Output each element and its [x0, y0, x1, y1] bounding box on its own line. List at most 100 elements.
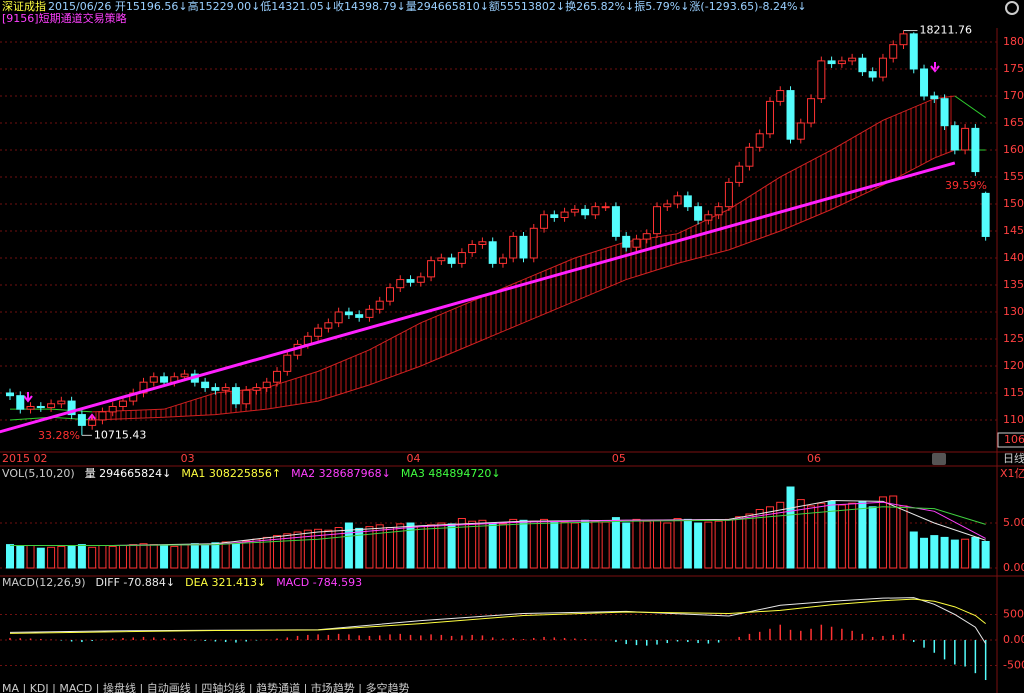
volume-bar	[550, 520, 559, 569]
volume-bar	[139, 543, 148, 569]
candle-body	[786, 90, 795, 140]
volume-bar	[724, 518, 733, 569]
settings-icon[interactable]	[1005, 1, 1019, 15]
candle-body	[540, 214, 549, 229]
candle-body	[139, 381, 148, 394]
candle-body	[632, 238, 641, 248]
candle-body	[673, 195, 682, 205]
volume-bar	[108, 545, 117, 569]
volume-bar	[909, 531, 918, 569]
indicator-tabs[interactable]: MA | KDJ | MACD | 操盘线 | 自动画线 | 四轴均线 | 趋势…	[2, 681, 410, 693]
candle-body	[447, 257, 456, 264]
y-tick-label: -500.0	[1003, 659, 1024, 672]
candle-body	[36, 405, 45, 409]
volume-bar	[683, 518, 692, 569]
candle-body	[47, 403, 56, 409]
candle-body	[683, 195, 692, 208]
candle-body	[385, 287, 394, 302]
x-tick-label: 2015 02	[2, 452, 48, 465]
legend-entry: MA1 308225856↑	[181, 467, 281, 480]
candle-body	[971, 127, 980, 173]
volume-bar	[611, 517, 620, 569]
candle-body	[601, 206, 610, 209]
channel-upper	[954, 95, 986, 118]
y-tick-label: 12500	[1003, 332, 1024, 345]
candle-body	[67, 400, 76, 416]
candle-body	[98, 411, 107, 421]
candle-body	[231, 387, 240, 405]
volume-bar	[190, 543, 199, 569]
candle-body	[201, 381, 210, 389]
volume-bar	[314, 528, 323, 569]
candle-body	[108, 405, 117, 413]
candle-body	[457, 252, 466, 264]
candle-body	[211, 387, 220, 391]
volume-bar	[632, 518, 641, 569]
volume-bar	[868, 506, 877, 569]
candle-body	[765, 100, 774, 135]
y-tick-label: 0.00	[1003, 633, 1024, 646]
volume-bar	[735, 516, 744, 569]
volume-bar	[899, 505, 908, 569]
candle-body	[283, 354, 292, 372]
volume-bar	[468, 520, 477, 569]
candle-body	[920, 68, 929, 97]
candle-body	[550, 214, 559, 218]
volume-bar	[26, 545, 35, 569]
volume-bar	[673, 518, 682, 569]
volume-bar	[160, 545, 169, 569]
volume-bar	[355, 527, 364, 569]
volume-bar	[324, 529, 333, 569]
candle-body	[180, 373, 189, 378]
x-tick-label: 04	[407, 452, 421, 465]
candle-body	[416, 276, 425, 283]
volume-bar	[714, 520, 723, 569]
candle-body	[519, 235, 528, 259]
y-tick-label: 17000	[1003, 89, 1024, 102]
volume-bar	[180, 544, 189, 569]
y-tick-label: 15000	[1003, 197, 1024, 210]
legend-entry: MA3 484894720↓	[401, 467, 501, 480]
volume-bar	[950, 539, 959, 569]
volume-bar	[807, 505, 816, 569]
volume-bar	[663, 522, 672, 569]
volume-bar	[406, 522, 415, 569]
volume-bar	[303, 529, 312, 569]
candle-body	[653, 206, 662, 235]
volume-bar	[817, 502, 826, 569]
candle-body	[324, 322, 333, 329]
y-tick-label: 18000	[1003, 35, 1024, 48]
volume-bar	[396, 523, 405, 569]
candle-body	[724, 181, 733, 208]
candle-body	[848, 57, 857, 62]
candle-body	[899, 33, 908, 46]
candle-body	[314, 327, 323, 337]
scroll-thumb[interactable]	[932, 453, 946, 465]
candle-body	[375, 300, 384, 310]
volume-bar	[694, 522, 703, 569]
candle-body	[273, 370, 282, 383]
volume-bar	[560, 521, 569, 569]
volume-bar	[77, 544, 86, 569]
volume-bar	[540, 518, 549, 569]
volume-bar	[971, 536, 980, 569]
candle-body	[488, 241, 497, 264]
x-tick-label: 05	[612, 452, 626, 465]
candle-body	[149, 376, 158, 383]
legend-entry: DEA 321.413↓	[185, 576, 266, 589]
candle-body	[909, 33, 918, 70]
volume-bar	[57, 545, 66, 569]
price-tag	[997, 432, 1024, 448]
indicator-line	[9, 598, 986, 634]
volume-bar	[293, 531, 302, 569]
volume-bar	[745, 513, 754, 569]
quote-line: 2015/06/26 开15196.56↓高15229.00↓低14321.05…	[48, 0, 807, 13]
candle-body	[581, 208, 590, 216]
candle-body	[77, 414, 86, 426]
low-label: 10715.43	[94, 428, 147, 441]
y-tick-label: 11000	[1003, 413, 1024, 426]
volume-bar	[981, 540, 990, 569]
y-tick-label: 13500	[1003, 278, 1024, 291]
volume-bar	[129, 544, 138, 569]
